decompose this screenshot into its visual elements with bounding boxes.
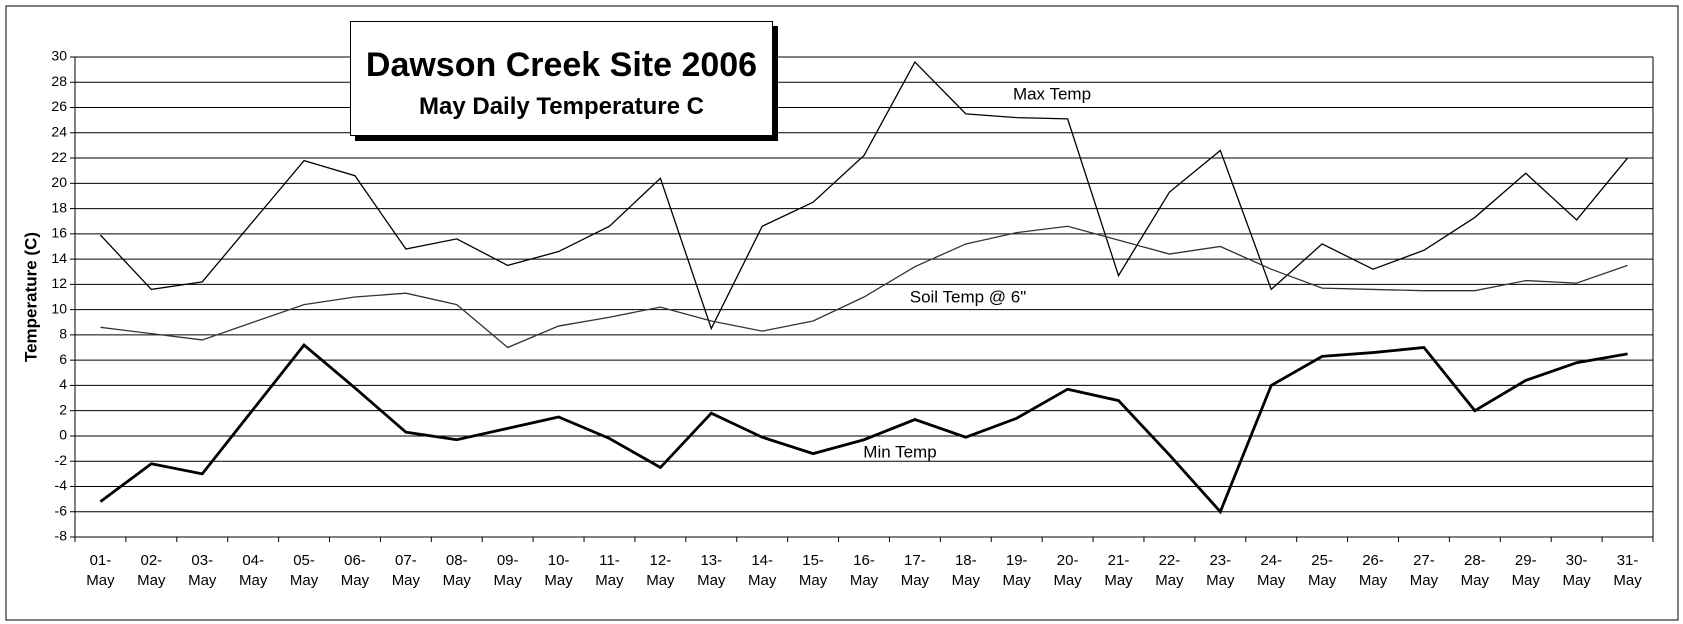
series-line xyxy=(99,342,1628,515)
y-tick-label: 18 xyxy=(51,199,67,215)
x-tick-label: 10-May xyxy=(544,552,573,589)
x-tick-label: 24-May xyxy=(1257,552,1286,589)
series-line xyxy=(100,225,1628,349)
series-line xyxy=(99,60,1629,331)
y-tick-label: 22 xyxy=(51,149,67,165)
x-tick-label: 08-May xyxy=(442,552,471,589)
x-tick-label: 17-May xyxy=(900,552,930,589)
x-tick-label: 19-May xyxy=(1002,552,1031,589)
y-tick-label: 10 xyxy=(51,300,67,316)
y-tick-label: 16 xyxy=(51,225,67,241)
chart-frame xyxy=(5,5,1679,621)
x-tick-label: 31-May xyxy=(1613,552,1642,589)
x-tick-label: 13-May xyxy=(697,552,726,589)
y-tick-label: 0 xyxy=(59,427,67,443)
y-tick-label: 24 xyxy=(51,123,67,139)
y-axis-label: Temperature (C) xyxy=(21,232,40,362)
x-tick-label: 06-May xyxy=(340,552,370,589)
y-tick-label: 6 xyxy=(59,351,67,367)
y-tick-label: 28 xyxy=(51,73,67,89)
x-tick-label: 28-May xyxy=(1460,552,1489,589)
x-tick-label: 04-May xyxy=(238,552,268,589)
x-tick-label: 16-May xyxy=(849,552,879,589)
x-tick-label: 27-May xyxy=(1409,552,1439,589)
chart-title: Dawson Creek Site 2006 xyxy=(365,46,758,84)
series-label: Min Temp xyxy=(863,442,936,461)
y-tick-label: 20 xyxy=(51,174,67,190)
x-tick-label: 22-May xyxy=(1155,552,1184,589)
x-tick-label: 23-May xyxy=(1206,552,1235,589)
series-label: Soil Temp @ 6" xyxy=(910,287,1027,306)
x-tick-label: 11-May xyxy=(595,552,624,589)
y-tick-label: 12 xyxy=(51,275,67,291)
y-tick-label: 4 xyxy=(59,376,67,392)
y-tick-label: 14 xyxy=(51,250,67,266)
y-tick-label: 8 xyxy=(59,326,67,342)
x-tick-label: 25-May xyxy=(1307,552,1337,589)
x-tick-label: 30-May xyxy=(1562,552,1591,589)
y-tick-label: 30 xyxy=(51,48,67,64)
series-label: Max Temp xyxy=(1013,84,1091,103)
x-tick-label: 12-May xyxy=(646,552,675,589)
x-tick-label: 07-May xyxy=(391,552,421,589)
x-tick-label: 26-May xyxy=(1358,552,1388,589)
x-tick-label: 29-May xyxy=(1511,552,1540,589)
x-tick-label: 01-May xyxy=(86,552,115,589)
x-tick-label: 02-May xyxy=(137,552,166,589)
title-box: Dawson Creek Site 2006 May Daily Tempera… xyxy=(350,21,773,136)
x-tick-label: 15-May xyxy=(798,552,828,589)
y-tick-label: 26 xyxy=(51,98,67,114)
x-tick-label: 14-May xyxy=(748,552,777,589)
y-tick-label: 2 xyxy=(59,401,67,417)
y-tick-label: -8 xyxy=(55,528,68,544)
x-tick-label: 03-May xyxy=(188,552,217,589)
y-tick-label: -2 xyxy=(55,452,68,468)
x-tick-label: 18-May xyxy=(951,552,980,589)
x-tick-label: 09-May xyxy=(493,552,522,589)
x-tick-label: 21-May xyxy=(1104,552,1133,589)
y-tick-label: -6 xyxy=(55,502,68,518)
y-tick-label: -4 xyxy=(55,477,68,493)
x-tick-label: 20-May xyxy=(1053,552,1082,589)
x-tick-label: 05-May xyxy=(289,552,319,589)
chart-subtitle: May Daily Temperature C xyxy=(419,93,704,120)
